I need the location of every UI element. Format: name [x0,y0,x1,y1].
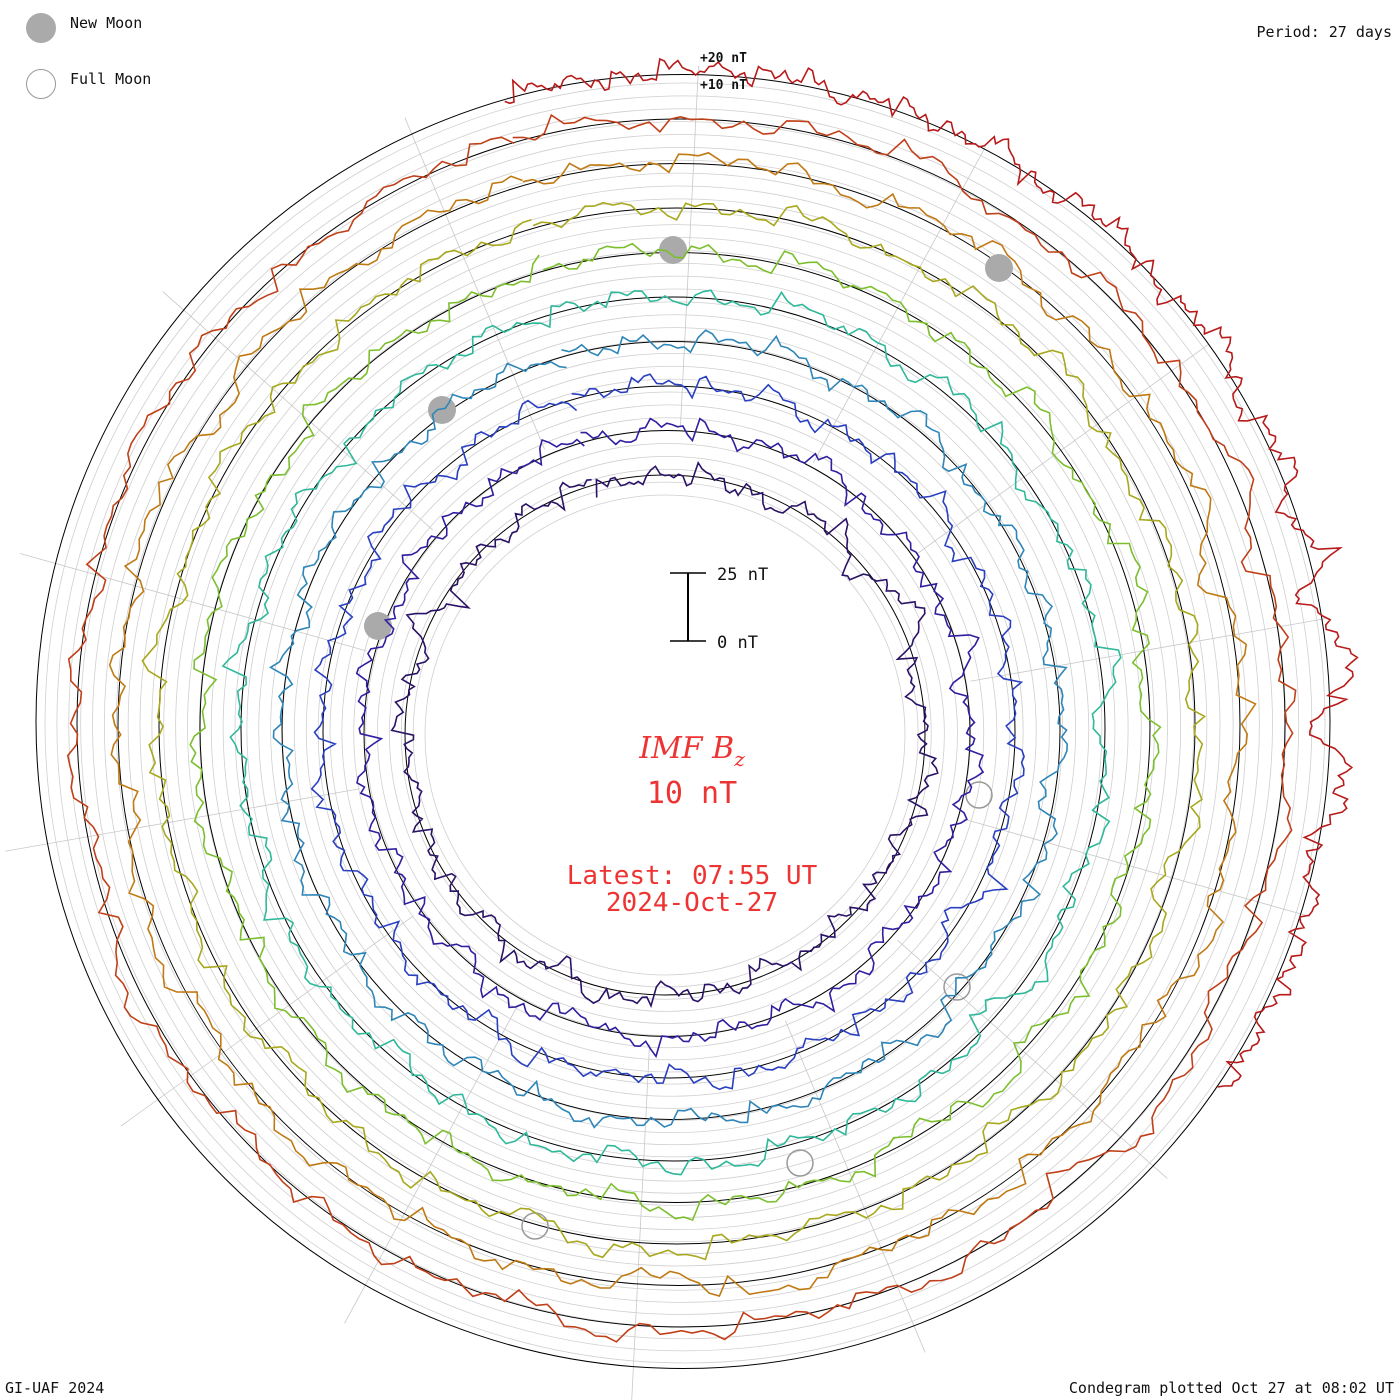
period-label: Period: 27 days [1256,23,1392,41]
series-trace [189,242,1162,1221]
latest-date: 2024-Oct-27 [606,888,778,918]
grid-rings [44,82,1326,1364]
series-trace [141,201,1207,1261]
series-trace [66,113,1297,1343]
new-moon-marker [364,612,392,640]
ref-label-plus20: +20 nT [700,51,747,66]
scale-bar-top-label: 25 nT [717,565,768,585]
latest-time: Latest: 07:55 UT [567,861,818,891]
scale-bar: 25 nT 0 nT [670,565,768,653]
full-moon-legend-icon [26,69,56,99]
series-trace [504,57,1359,1088]
new-moon-legend-icon [26,13,56,43]
chart-title: IMF Bz [638,731,745,771]
full-moon-marker [521,1212,549,1240]
new-moon-marker [985,254,1013,282]
scale-bar-bottom-label: 0 nT [717,633,758,653]
series-group [66,57,1359,1343]
series-trace [269,329,1069,1129]
full-moon-marker [786,1149,814,1177]
full-moon-marker [965,781,993,809]
full-moon-marker [943,973,971,1001]
ref-label-plus10: +10 nT [700,78,747,93]
series-trace [310,373,1025,1091]
new-moon-marker [428,396,456,424]
series-trace [390,460,939,1009]
chart-scale-text: 10 nT [647,776,737,811]
footer-credit: GI-UAF 2024 [5,1379,105,1397]
full-moon-legend-label: Full Moon [70,70,152,88]
footer-plotted: Condegram plotted Oct 27 at 08:02 UT [1068,1379,1394,1397]
series-trace [355,417,985,1059]
series-trace [108,151,1257,1297]
new-moon-legend-label: New Moon [70,14,143,32]
series-trace [221,289,1122,1176]
moon-markers [364,236,1013,1240]
radial-lines [5,65,1325,1400]
